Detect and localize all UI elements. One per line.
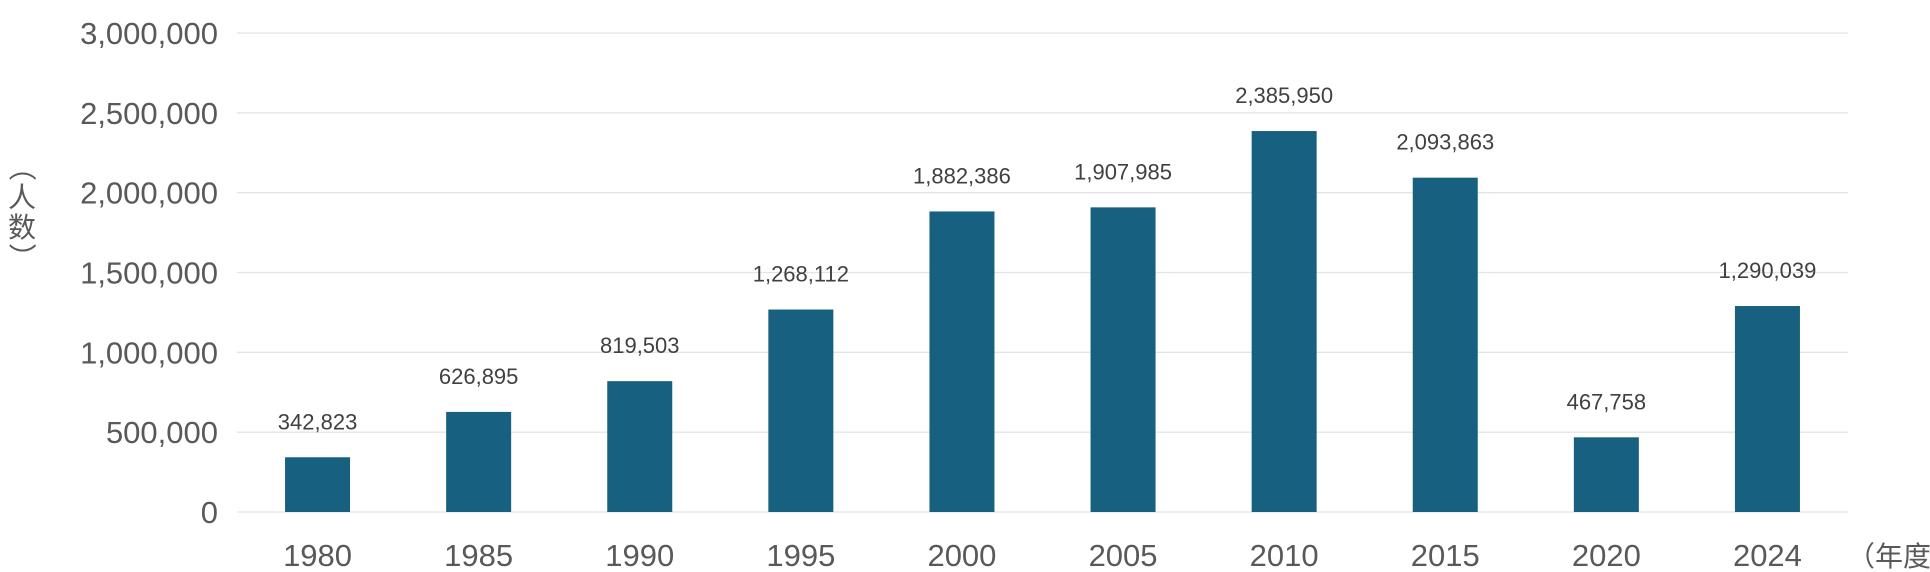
y-axis-title-char: （ — [5, 153, 38, 181]
y-tick-label: 1,500,000 — [80, 256, 218, 291]
x-tick-label: 2015 — [1411, 538, 1480, 572]
x-tick-label: 2020 — [1572, 538, 1641, 572]
data-label: 2,093,863 — [1396, 130, 1494, 155]
y-axis-ticks: 0 500,000 1,000,000 1,500,000 2,000,000 2,500… — [80, 16, 218, 530]
y-axis-title: （人数） — [5, 153, 38, 271]
bar — [446, 411, 512, 512]
x-tick-label: 2024 — [1733, 538, 1802, 572]
bar — [1573, 437, 1639, 512]
data-label: 1,290,039 — [1719, 258, 1817, 283]
data-label: 626,895 — [439, 364, 519, 389]
bar — [285, 457, 351, 512]
y-axis-title-char: 数 — [8, 211, 36, 244]
y-tick-label: 2,000,000 — [80, 176, 218, 211]
x-tick-label: 1990 — [605, 538, 674, 572]
data-label: 1,268,112 — [753, 262, 849, 287]
y-tick-label: 1,000,000 — [80, 335, 218, 370]
x-tick-label: 1985 — [444, 538, 513, 572]
y-axis-title-char: 人 — [8, 181, 36, 214]
y-tick-label: 3,000,000 — [80, 16, 218, 51]
data-label: 1,882,386 — [913, 163, 1011, 188]
bar — [1412, 177, 1478, 512]
x-tick-label: 1995 — [766, 538, 835, 572]
data-label: 819,503 — [600, 333, 680, 358]
bar — [607, 381, 673, 512]
bars — [285, 131, 1800, 512]
x-tick-label: 2010 — [1250, 538, 1319, 572]
bar — [929, 211, 995, 512]
x-axis-title: （年度） — [1847, 540, 1930, 572]
bar — [1251, 131, 1317, 512]
data-label: 1,907,985 — [1074, 159, 1172, 184]
x-tick-label: 1980 — [283, 538, 352, 572]
x-tick-label: 2005 — [1089, 538, 1158, 572]
y-tick-label: 0 — [201, 495, 218, 530]
data-label: 342,823 — [278, 409, 358, 434]
data-label: 467,758 — [1567, 389, 1647, 414]
x-tick-label: 2000 — [927, 538, 996, 572]
bar — [1090, 207, 1156, 512]
y-tick-label: 2,500,000 — [80, 96, 218, 131]
bar — [768, 309, 834, 512]
y-tick-label: 500,000 — [106, 415, 218, 450]
data-label: 2,385,950 — [1235, 83, 1333, 108]
bar — [1734, 306, 1800, 512]
x-axis-ticks: 1980 1985 1990 1995 2000 2005 2010 2015 2020 2024 — [283, 538, 1802, 572]
data-labels: 342,823 626,895 819,503 1,268,112 1,882,386 1… — [278, 83, 1817, 434]
y-axis-title-char: ） — [5, 243, 38, 271]
